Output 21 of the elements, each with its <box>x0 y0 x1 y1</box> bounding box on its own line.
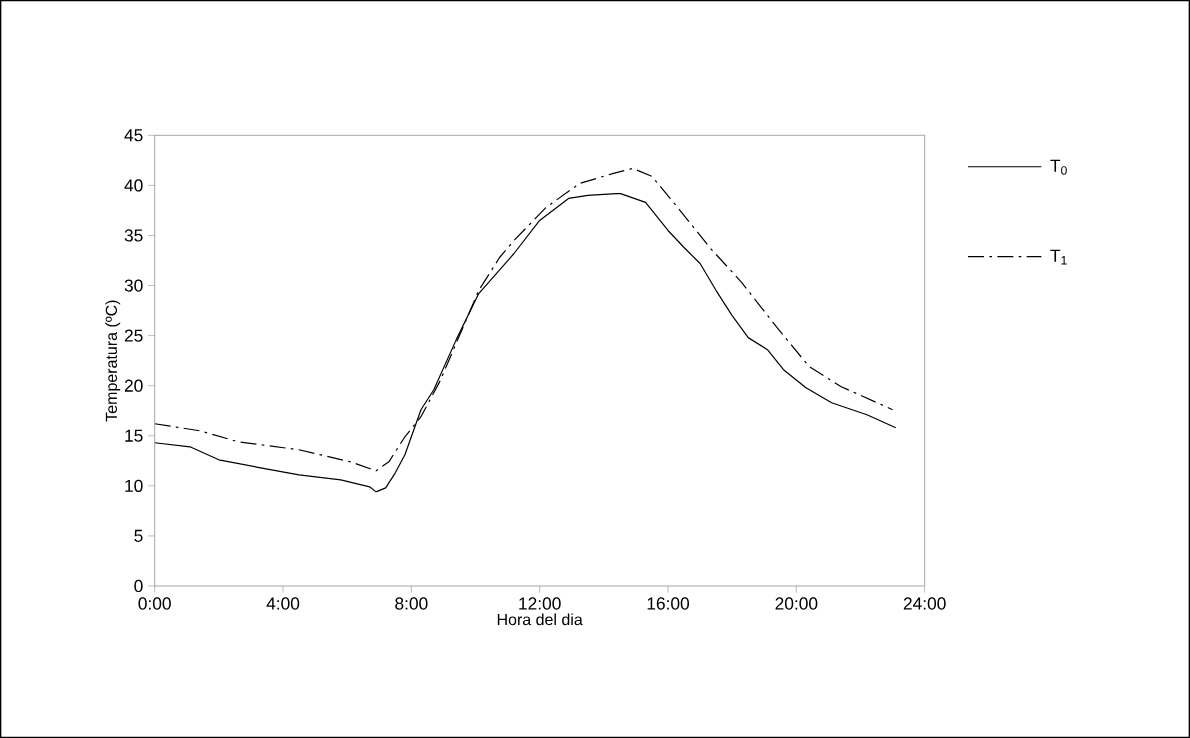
x-tick-label: 8:00 <box>395 597 428 610</box>
x-tick-label: 12:00 <box>519 597 561 610</box>
y-tick-label: 45 <box>124 129 143 142</box>
y-tick-label: 5 <box>134 529 143 542</box>
y-tick-label: 15 <box>125 429 143 442</box>
x-tick-label: 24:00 <box>903 597 946 610</box>
x-tick-label: 4:00 <box>266 597 300 610</box>
legend-label: T$_{1}$ <box>1050 249 1067 265</box>
y-tick-label: 10 <box>125 479 143 492</box>
y-tick-label: 35 <box>124 229 143 242</box>
x-tick-label: 0:00 <box>138 597 171 610</box>
y-tick-label: 30 <box>124 279 143 292</box>
y-tick-label: 40 <box>124 179 143 192</box>
y-tick-label: 0 <box>134 579 143 593</box>
legend-label: T$_{0}$ <box>1050 159 1067 175</box>
x-tick-label: 20:00 <box>775 597 818 610</box>
y-tick-label: 25 <box>124 329 143 342</box>
x-axis-title: Hora del dia <box>497 613 583 626</box>
x-tick-label: 16:00 <box>647 597 690 610</box>
y-tick-label: 20 <box>124 379 143 392</box>
y-axis-title: Temperatura (ºC) <box>105 300 121 422</box>
